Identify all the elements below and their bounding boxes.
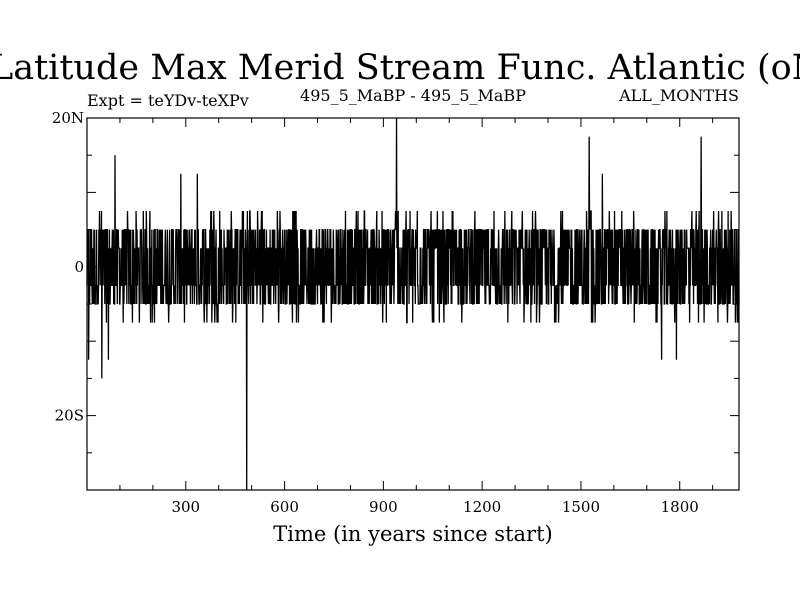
y-axis: 20N 0 20S <box>52 109 739 491</box>
y-tick-label: 0 <box>74 258 84 276</box>
y-tick-label: 20S <box>55 407 84 425</box>
subtitle-right: ALL_MONTHS <box>618 86 739 105</box>
x-tick-label: 1500 <box>562 498 600 516</box>
x-tick-label: 900 <box>369 498 398 516</box>
chart-title: Latitude Max Merid Stream Func. Atlantic… <box>0 48 800 88</box>
x-tick-label: 300 <box>171 498 200 516</box>
x-tick-label: 1200 <box>463 498 501 516</box>
x-axis-title: Time (in years since start) <box>273 522 552 546</box>
x-tick-label: 600 <box>270 498 299 516</box>
data-series-line <box>86 117 740 491</box>
y-tick-label: 20N <box>52 109 84 127</box>
subtitle-center: 495_5_MaBP - 495_5_MaBP <box>300 86 526 105</box>
x-tick-label: 1800 <box>661 498 699 516</box>
series-line <box>86 117 740 491</box>
subtitle-left: Expt = teYDv-teXPv <box>87 91 249 110</box>
x-axis: 300 600 900 1200 1500 1800 <box>119 118 714 516</box>
